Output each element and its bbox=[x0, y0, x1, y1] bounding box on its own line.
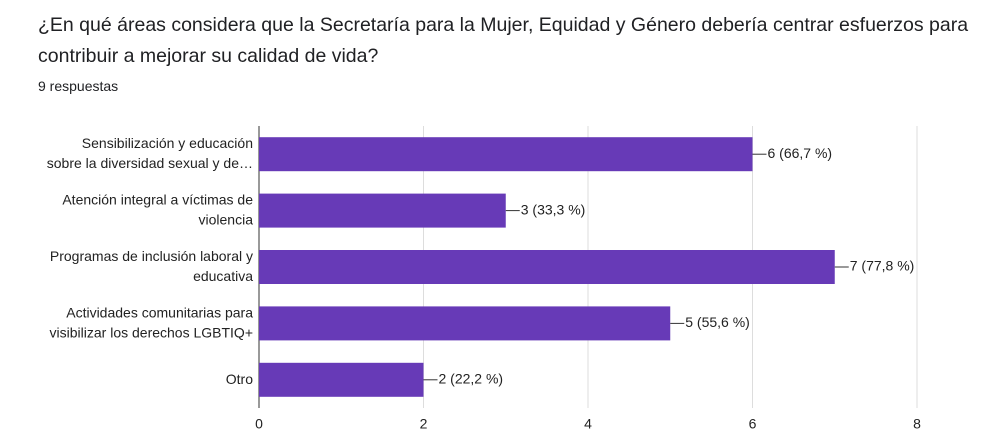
label-line: educativa bbox=[193, 268, 253, 284]
y-tick-label: Atención integral a víctimas de violencia bbox=[62, 191, 253, 227]
label-line: Atención integral a víctimas de bbox=[62, 191, 253, 207]
label-line: Otro bbox=[226, 371, 253, 387]
label-line: sobre la diversidad sexual y de… bbox=[47, 155, 253, 171]
label-line: Actividades comunitarias para bbox=[66, 304, 253, 320]
bar bbox=[259, 137, 753, 172]
value-label: 3 (33,3 %) bbox=[521, 201, 586, 217]
header: ¿En qué áreas considera que la Secretarí… bbox=[38, 10, 988, 94]
value-label: 6 (66,7 %) bbox=[768, 145, 833, 161]
x-tick-label: 6 bbox=[749, 416, 757, 432]
label-line: Sensibilización y educación bbox=[82, 135, 253, 151]
y-tick-label: Otro bbox=[226, 371, 253, 387]
x-tick-label: 0 bbox=[255, 416, 263, 432]
bar bbox=[259, 306, 671, 341]
label-line: Programas de inclusión laboral y bbox=[50, 248, 253, 264]
value-label: 7 (77,8 %) bbox=[850, 258, 915, 274]
y-tick-label: Sensibilización y educación sobre la dive… bbox=[47, 135, 253, 171]
bar bbox=[259, 193, 506, 228]
label-line: visibilizar los derechos LGBTIQ+ bbox=[50, 324, 253, 340]
value-label: 2 (22,2 %) bbox=[439, 371, 504, 387]
y-tick-label: Actividades comunitarias para visibilizar… bbox=[50, 304, 254, 340]
y-tick-label: Programas de inclusión laboral y educativ… bbox=[50, 248, 253, 284]
label-line: violencia bbox=[199, 211, 254, 227]
x-tick-label: 2 bbox=[420, 416, 428, 432]
value-label: 5 (55,6 %) bbox=[685, 314, 750, 330]
bar bbox=[259, 362, 424, 397]
bar bbox=[259, 250, 835, 284]
x-tick-label: 4 bbox=[584, 416, 592, 432]
response-count: 9 respuestas bbox=[38, 78, 119, 94]
x-tick-label: 8 bbox=[913, 416, 921, 432]
question-title: ¿En qué áreas considera que la Secretarí… bbox=[38, 14, 969, 67]
